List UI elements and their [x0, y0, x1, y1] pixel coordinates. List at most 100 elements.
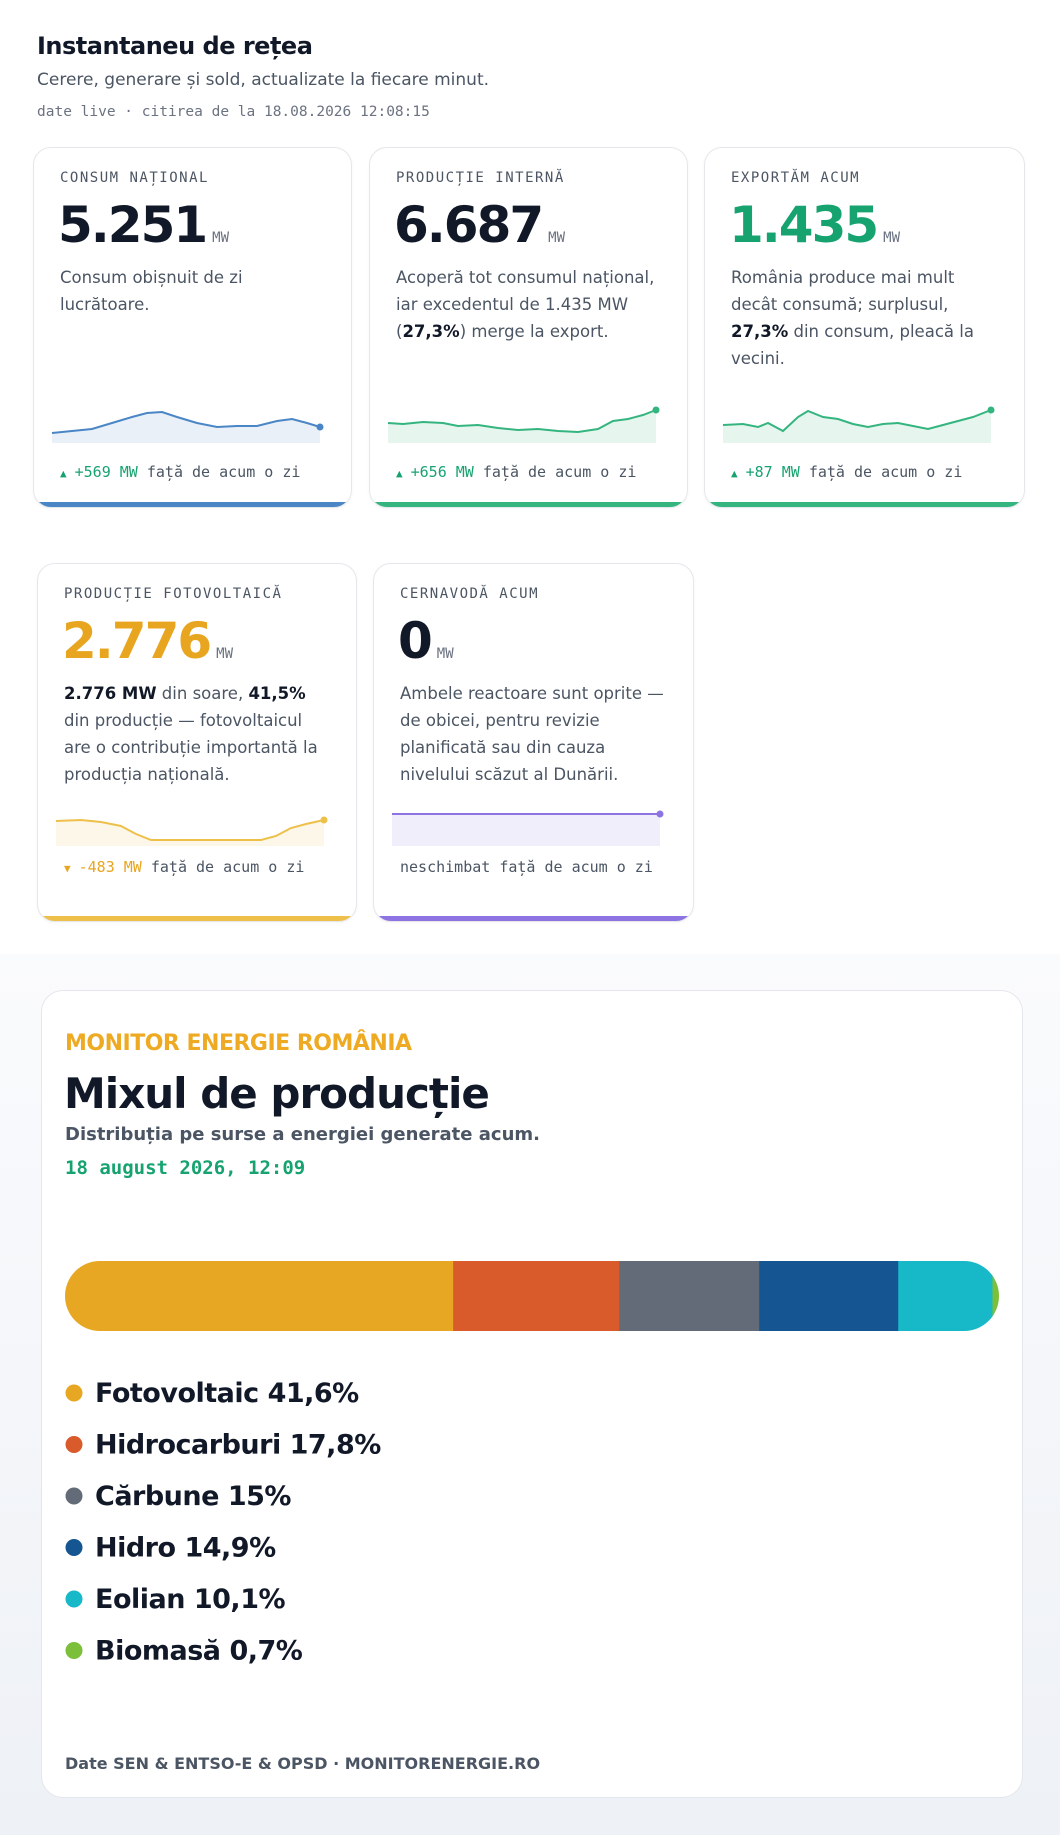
description-part: Ambele reactoare sunt oprite — de obicei… [400, 684, 664, 784]
delta-text: față de acum o zi [146, 463, 301, 481]
legend-name: Eolian [95, 1584, 185, 1615]
card-delta: neschimbat față de acum o zi [400, 854, 675, 880]
sparkline-dot [316, 423, 324, 431]
card-description: Acoperă tot consumul național, iar exced… [396, 264, 666, 345]
legend-dot [65, 1436, 83, 1453]
legend-label: Cărbune 15% [95, 1481, 291, 1512]
card-description: Ambele reactoare sunt oprite — de obicei… [400, 680, 670, 788]
card-accent [34, 502, 351, 507]
description-part: din producție — fotovoltaicul are o cont… [64, 711, 318, 784]
sparkline [388, 406, 660, 443]
unit: MW [548, 230, 566, 246]
bar-segment [992, 1261, 999, 1331]
bar-segment [759, 1261, 899, 1331]
delta-value: +569 MW [74, 463, 138, 481]
unit: MW [436, 646, 454, 662]
card-label: CONSUM NAȚIONAL [60, 170, 209, 186]
description-part: România produce mai mult decât consumă; … [731, 268, 955, 314]
description-part: din soare, [156, 684, 249, 703]
card-accent [705, 502, 1024, 507]
legend-dot [65, 1384, 83, 1402]
sparkline-dot [320, 816, 328, 824]
card-label: PRODUCȚIE FOTOVOLTAICĂ [64, 586, 283, 602]
delta-value: +656 MW [410, 463, 474, 481]
legend-dot [65, 1590, 83, 1608]
mix-title: Mixul de producție [64, 1069, 490, 1118]
unit: MW [212, 230, 230, 246]
legend-value: 15% [228, 1481, 292, 1512]
card-label: PRODUCȚIE INTERNĂ [396, 170, 565, 186]
card-value: 2.776 MW [62, 612, 233, 670]
card-label: CERNAVODĂ ACUM [400, 586, 540, 602]
legend-name: Cărbune [95, 1481, 219, 1512]
value: 6.687 [394, 196, 544, 254]
sparkline-area [392, 814, 660, 846]
legend-value: 14,9% [184, 1533, 276, 1564]
legend-value: 10,1% [194, 1584, 286, 1615]
card-description: Consum obișnuit de zi lucrătoare. [60, 264, 330, 318]
stat-card: EXPORTĂM ACUM 1.435 MW România produce mai … [704, 147, 1025, 508]
delta-value: -483 MW [78, 858, 142, 876]
stat-card: CERNAVODĂ ACUM 0 MW Ambele reactoare sunt o… [373, 563, 694, 922]
sparkline-area [56, 820, 324, 846]
legend-label: Eolian 10,1% [95, 1584, 285, 1615]
legend-name: Fotovoltaic [95, 1378, 259, 1409]
card-accent [370, 502, 687, 507]
sparkline-line [56, 818, 325, 841]
sparkline [392, 810, 664, 846]
sparkline-area [388, 410, 656, 443]
delta-arrow: ▲ [60, 467, 67, 480]
card-accent [38, 916, 356, 921]
sparkline-line [52, 410, 321, 434]
delta-value: +87 MW [745, 463, 800, 481]
delta-arrow: ▲ [396, 467, 403, 480]
card-delta: ▲ +569 MW față de acum o zi [60, 459, 335, 487]
card-value: 5.251 MW [58, 196, 229, 254]
legend-value: 41,6% [268, 1378, 360, 1409]
bar-group [65, 1261, 999, 1331]
delta-arrow: ▲ [731, 467, 738, 480]
bar-segment [898, 1261, 993, 1331]
mix-chart: Fotovoltaic 41,6% Hidrocarburi 17,8% Cărbu… [65, 1261, 999, 1667]
card-value: 1.435 MW [729, 196, 900, 254]
card-delta: ▲ +87 MW față de acum o zi [731, 459, 1006, 487]
mix-date: 18 august 2026, 12:09 [65, 1157, 306, 1179]
kicker: MONITOR ENERGIE ROMÂNIA [65, 1031, 412, 1056]
legend-dot [65, 1487, 83, 1505]
sparkline-line [388, 409, 657, 434]
delta-text: față de acum o zi [808, 463, 963, 481]
unit: MW [216, 646, 234, 662]
description-part: Consum obișnuit de zi lucrătoare. [60, 268, 243, 314]
value: 1.435 [729, 196, 879, 254]
legend-name: Biomasă [95, 1636, 221, 1667]
card-delta: ▼ -483 MW față de acum o zi [64, 854, 339, 882]
description-part: din consum, pleacă la vecini. [731, 322, 974, 368]
card-label: EXPORTĂM ACUM [731, 170, 861, 186]
unit: MW [883, 230, 901, 246]
card-description: 2.776 MW din soare, 41,5% din producție … [64, 680, 334, 788]
sparkline-dot [652, 406, 660, 414]
legend-label: Biomasă 0,7% [95, 1636, 303, 1667]
delta-text: neschimbat față de acum o zi [400, 858, 653, 876]
mix-card: MONITOR ENERGIE ROMÂNIA Mixul de producț… [41, 990, 1023, 1798]
sparkline [723, 406, 995, 443]
sparkline-area [723, 410, 991, 443]
sparkline-area [52, 412, 320, 443]
meta: date live · citirea de la 18.08.2026 12:… [37, 104, 430, 120]
footer: Date SEN & ENTSO-E & OPSD · MONITORENERG… [65, 1754, 541, 1773]
legend-label: Hidrocarburi 17,8% [95, 1430, 381, 1461]
description-part: ) merge la export. [459, 322, 609, 341]
description-part: 41,5% [248, 684, 306, 703]
sparkline-dot [656, 810, 664, 818]
stat-card: CONSUM NAȚIONAL 5.251 MW Consum obișnuit de… [33, 147, 352, 508]
legend-dot [65, 1539, 83, 1556]
bar-segment [619, 1261, 760, 1331]
value: 0 [398, 612, 433, 670]
delta-arrow: ▼ [64, 862, 71, 875]
sparkline [52, 410, 324, 443]
description-part: 2.776 MW [64, 684, 157, 703]
legend-value: 17,8% [290, 1430, 382, 1461]
value: 2.776 [62, 612, 212, 670]
mix-subtitle: Distribuția pe surse a energiei generate… [65, 1124, 540, 1145]
stat-card: PRODUCȚIE INTERNĂ 6.687 MW Acoperă tot cons… [369, 147, 688, 508]
